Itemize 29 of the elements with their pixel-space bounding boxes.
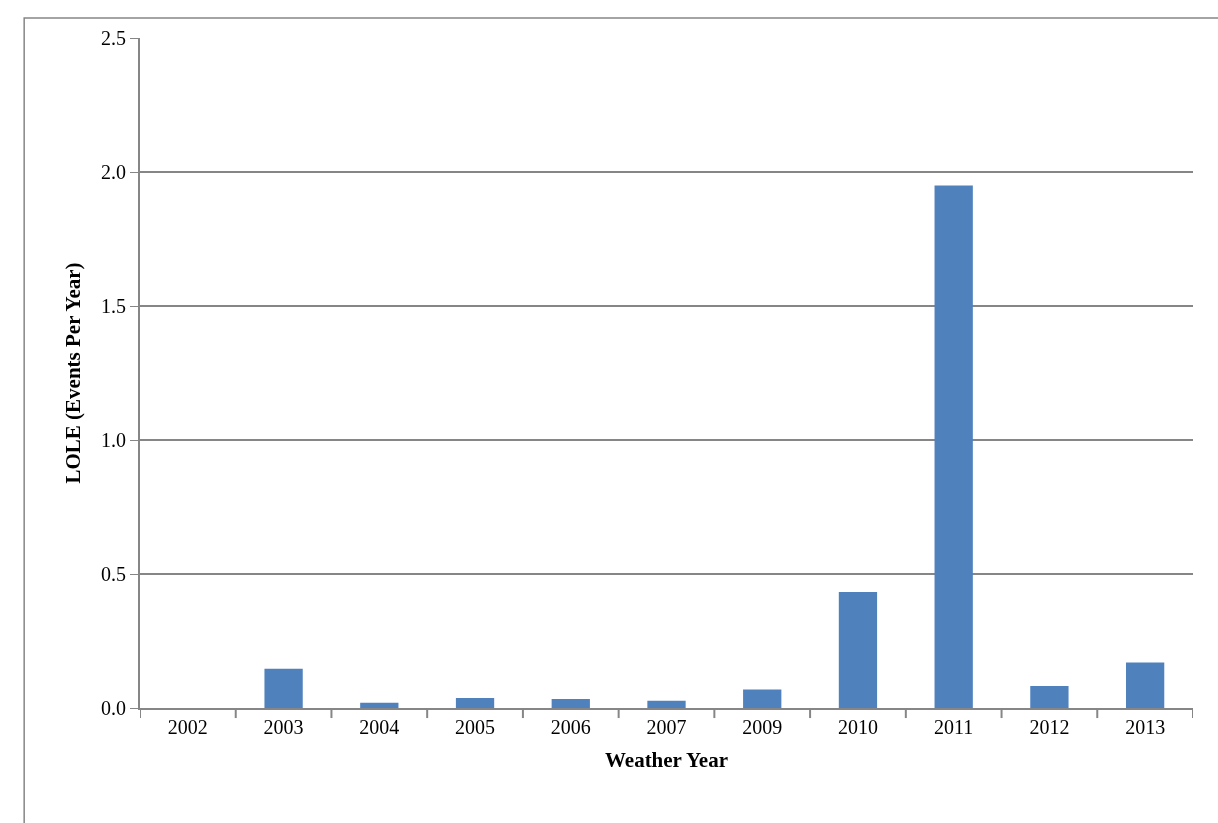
x-tick-label: 2007	[646, 716, 687, 738]
bar	[455, 698, 495, 708]
x-tick-label: 2005	[455, 716, 496, 738]
x-tick-label: 2009	[742, 716, 783, 738]
bar	[551, 698, 590, 708]
bar	[360, 702, 399, 708]
x-tick-label: 2011	[934, 716, 974, 738]
y-tick-label: 2.0	[101, 161, 126, 183]
bar	[934, 185, 973, 708]
x-axis-title: Weather Year	[604, 747, 729, 772]
y-tick-label: 0.5	[101, 563, 126, 585]
y-tick-label: 0.0	[101, 697, 126, 719]
y-tick-label: 1.0	[101, 429, 126, 451]
x-tick-label: 2003	[263, 716, 304, 738]
x-tick-label: 2004	[359, 716, 400, 738]
x-tick-label: 2002	[167, 716, 208, 738]
x-tick-label: 2006	[550, 716, 591, 738]
bar	[1125, 662, 1165, 708]
y-tick-label: 2.5	[101, 27, 126, 49]
y-axis-title: LOLE (Events Per Year)	[60, 262, 85, 484]
bar	[264, 668, 303, 708]
bar	[743, 689, 782, 708]
bar	[1030, 686, 1069, 708]
x-tick-label: 2012	[1029, 716, 1070, 738]
bar	[647, 700, 686, 708]
x-tick-label: 2010	[837, 716, 878, 738]
y-tick-label: 1.5	[101, 295, 126, 317]
bar	[838, 591, 878, 708]
x-tick-label: 2013	[1125, 716, 1166, 738]
